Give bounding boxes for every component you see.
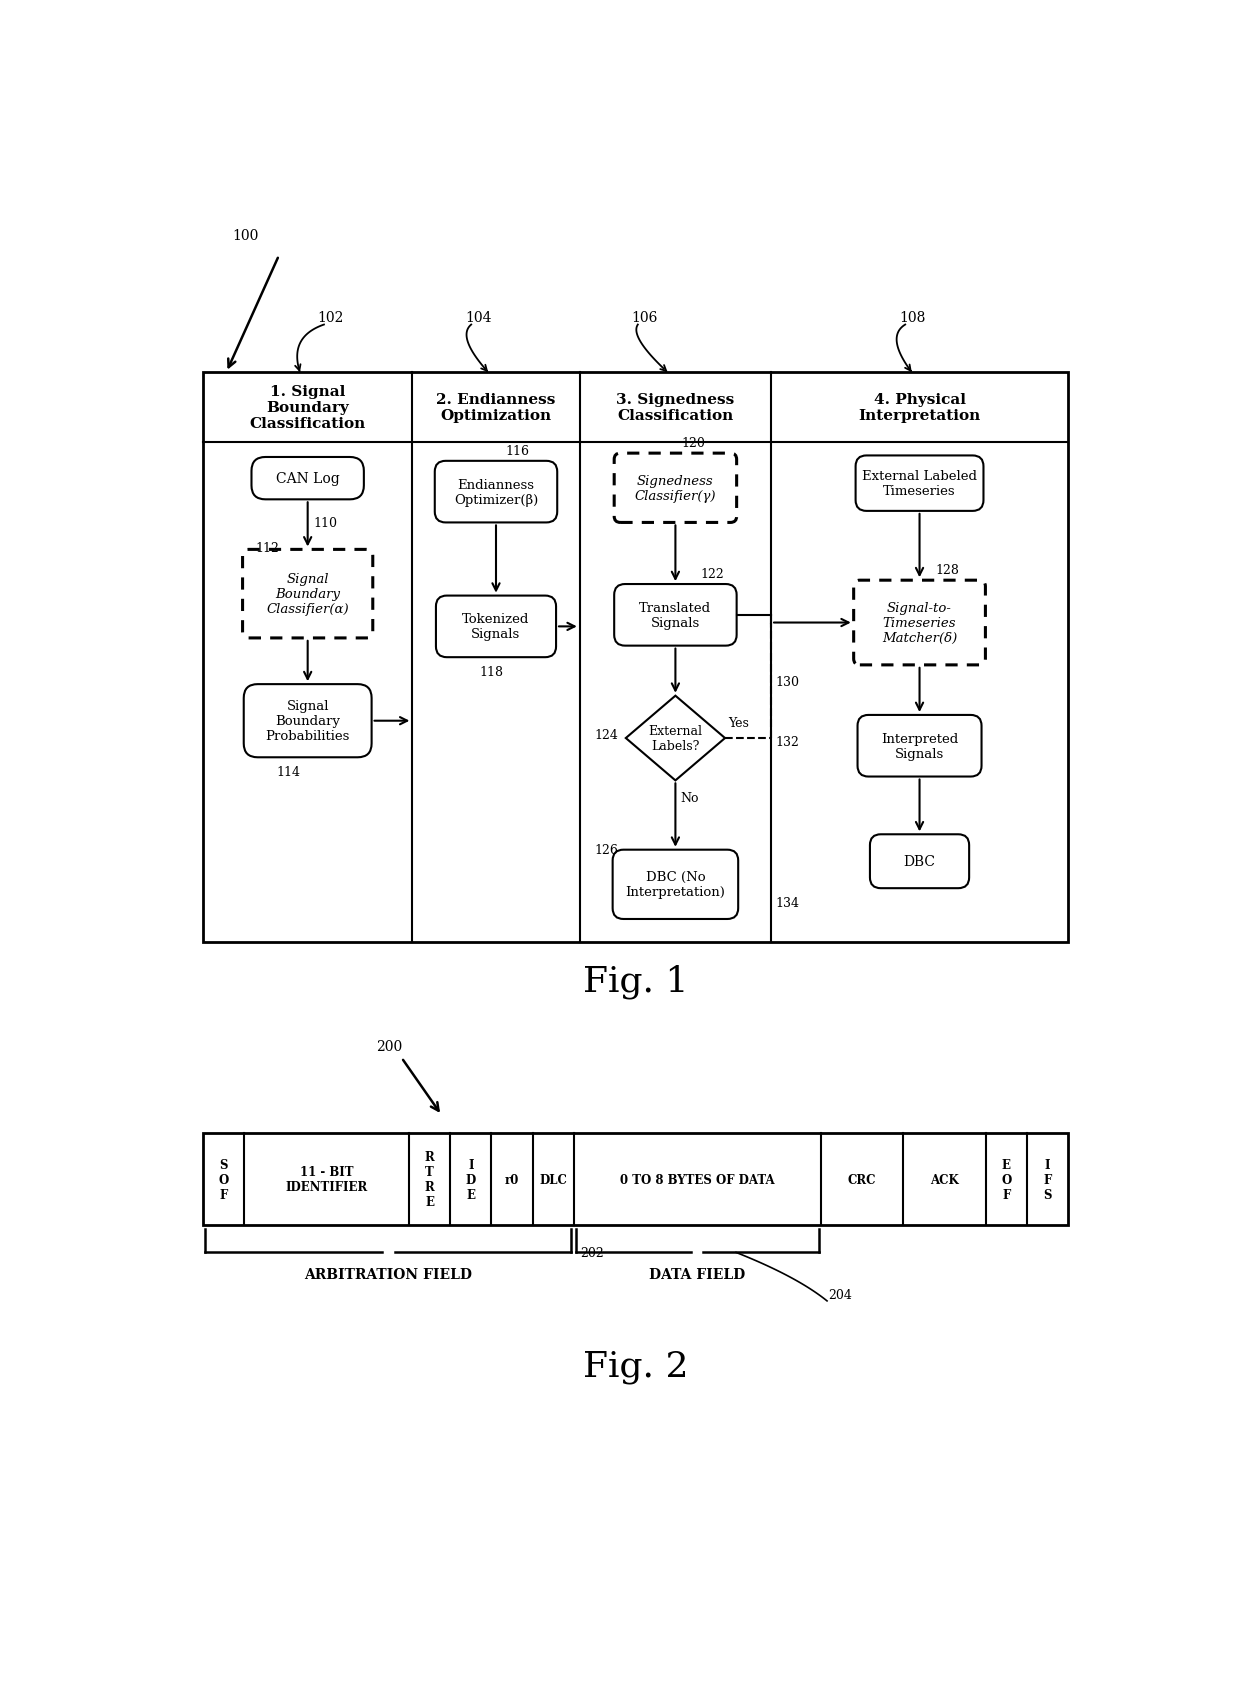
- FancyBboxPatch shape: [858, 715, 982, 778]
- Text: 112: 112: [255, 542, 279, 555]
- Text: 1. Signal
Boundary
Classification: 1. Signal Boundary Classification: [249, 384, 366, 431]
- Text: 108: 108: [899, 311, 925, 324]
- Text: 120: 120: [682, 436, 706, 450]
- Text: S
O
F: S O F: [218, 1158, 228, 1200]
- FancyBboxPatch shape: [856, 457, 983, 511]
- Text: 124: 124: [594, 728, 618, 742]
- Text: DLC: DLC: [539, 1173, 567, 1185]
- Text: 200: 200: [376, 1039, 402, 1053]
- Text: DBC (No
Interpretation): DBC (No Interpretation): [625, 871, 725, 898]
- FancyBboxPatch shape: [614, 584, 737, 647]
- Text: 104: 104: [465, 311, 491, 324]
- Text: Signal
Boundary
Classifier(α): Signal Boundary Classifier(α): [267, 572, 348, 616]
- Text: No: No: [680, 791, 698, 805]
- Text: 134: 134: [775, 897, 799, 908]
- FancyBboxPatch shape: [870, 835, 970, 888]
- Text: Signedness
Classifier(γ): Signedness Classifier(γ): [635, 474, 717, 503]
- Text: Interpreted
Signals: Interpreted Signals: [880, 732, 959, 761]
- Text: 202: 202: [580, 1246, 604, 1260]
- Text: 0 TO 8 BYTES OF DATA: 0 TO 8 BYTES OF DATA: [620, 1173, 775, 1185]
- Bar: [203, 374, 1068, 942]
- Text: External Labeled
Timeseries: External Labeled Timeseries: [862, 470, 977, 498]
- Text: 126: 126: [594, 844, 618, 857]
- Text: 114: 114: [277, 766, 300, 778]
- Text: 100: 100: [233, 229, 259, 243]
- Text: ARBITRATION FIELD: ARBITRATION FIELD: [304, 1267, 472, 1282]
- Text: I
F
S: I F S: [1043, 1158, 1052, 1200]
- Text: Signal-to-
Timeseries
Matcher(δ): Signal-to- Timeseries Matcher(δ): [882, 601, 957, 645]
- Text: CRC: CRC: [848, 1173, 877, 1185]
- FancyBboxPatch shape: [243, 550, 373, 638]
- Text: 122: 122: [701, 567, 724, 581]
- Text: 130: 130: [775, 676, 799, 689]
- Text: ACK: ACK: [930, 1173, 959, 1185]
- Text: 3. Signedness
Classification: 3. Signedness Classification: [616, 392, 734, 423]
- Text: External
Labels?: External Labels?: [649, 725, 702, 752]
- FancyBboxPatch shape: [436, 596, 556, 657]
- Text: 132: 132: [775, 735, 799, 749]
- FancyBboxPatch shape: [435, 462, 557, 523]
- Text: DATA FIELD: DATA FIELD: [650, 1267, 745, 1282]
- Text: Yes: Yes: [728, 717, 749, 730]
- Text: 102: 102: [317, 311, 345, 324]
- Text: I
D
E: I D E: [466, 1158, 476, 1200]
- Text: r0: r0: [505, 1173, 520, 1185]
- Text: Signal
Boundary
Probabilities: Signal Boundary Probabilities: [265, 700, 350, 742]
- FancyBboxPatch shape: [613, 851, 738, 919]
- Text: DBC: DBC: [904, 854, 935, 869]
- Bar: [203, 1133, 1068, 1226]
- Text: Tokenized
Signals: Tokenized Signals: [463, 613, 529, 642]
- FancyBboxPatch shape: [853, 581, 986, 666]
- Text: 204: 204: [828, 1289, 852, 1301]
- Text: 110: 110: [314, 516, 337, 530]
- Text: 128: 128: [935, 564, 959, 577]
- Text: R
T
R
E: R T R E: [424, 1151, 434, 1209]
- Text: 4. Physical
Interpretation: 4. Physical Interpretation: [858, 392, 981, 423]
- Text: 118: 118: [479, 666, 503, 678]
- FancyBboxPatch shape: [244, 684, 372, 757]
- Polygon shape: [626, 696, 725, 781]
- Text: 2. Endianness
Optimization: 2. Endianness Optimization: [436, 392, 556, 423]
- FancyBboxPatch shape: [252, 458, 363, 499]
- Text: Translated
Signals: Translated Signals: [640, 601, 712, 630]
- Text: Fig. 2: Fig. 2: [583, 1348, 688, 1382]
- Text: 11 - BIT
IDENTIFIER: 11 - BIT IDENTIFIER: [285, 1165, 368, 1194]
- Text: CAN Log: CAN Log: [275, 472, 340, 486]
- Text: Fig. 1: Fig. 1: [583, 964, 688, 998]
- Text: 116: 116: [506, 445, 529, 457]
- Text: 106: 106: [631, 311, 658, 324]
- Text: E
O
F: E O F: [1001, 1158, 1012, 1200]
- Text: Endianness
Optimizer(β): Endianness Optimizer(β): [454, 479, 538, 506]
- FancyBboxPatch shape: [614, 453, 737, 523]
